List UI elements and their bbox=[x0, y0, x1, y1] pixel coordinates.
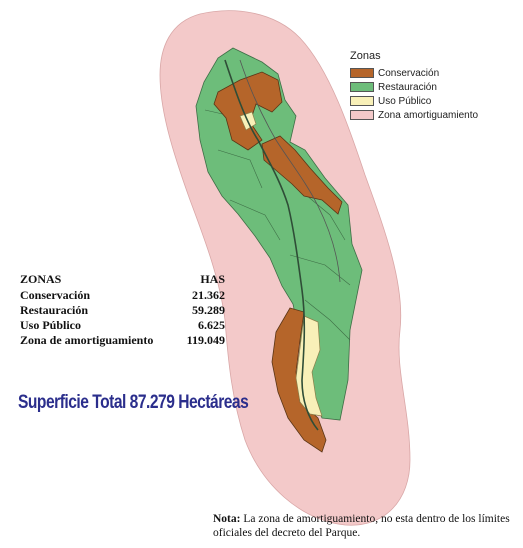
table-header: ZONAS HAS bbox=[20, 272, 225, 287]
row-value: 21.362 bbox=[192, 288, 225, 302]
conservation-zone-north bbox=[213, 71, 283, 151]
legend-label: Zona amortiguamiento bbox=[378, 109, 479, 121]
conservation-zone-areas bbox=[213, 71, 343, 453]
legend-item-public-use: Uso Público bbox=[350, 94, 520, 108]
legend-swatch-conservation bbox=[350, 68, 374, 78]
row-zone: Restauración bbox=[20, 303, 88, 317]
zone-area-table: ZONAS HAS Conservación 21.362 Restauraci… bbox=[20, 272, 225, 348]
conservation-zone-central bbox=[261, 135, 343, 215]
table-row: Conservación 21.362 bbox=[20, 288, 225, 303]
legend-item-restoration: Restauración bbox=[350, 80, 520, 94]
road-line bbox=[239, 59, 341, 283]
conservation-zone-south bbox=[271, 307, 327, 453]
legend-item-conservation: Conservación bbox=[350, 66, 520, 80]
table-row: Uso Público 6.625 bbox=[20, 318, 225, 333]
legend-swatch-buffer bbox=[350, 110, 374, 120]
table-row: Restauración 59.289 bbox=[20, 303, 225, 318]
legend-swatch-public-use bbox=[350, 96, 374, 106]
river-line bbox=[224, 59, 319, 431]
legend-item-buffer: Zona amortiguamiento bbox=[350, 108, 520, 122]
note-label: Nota: bbox=[213, 513, 241, 525]
legend-title: Zonas bbox=[350, 50, 381, 62]
row-value: 119.049 bbox=[186, 333, 225, 347]
map-legend: Zonas Conservación Restauración Uso Públ… bbox=[350, 50, 520, 122]
total-area-title: Superficie Total 87.279 Hectáreas bbox=[18, 392, 249, 413]
legend-swatch-restoration bbox=[350, 82, 374, 92]
header-value: HAS bbox=[200, 272, 225, 286]
footnote: Nota: La zona de amortiguamiento, no est… bbox=[213, 512, 513, 540]
row-zone: Zona de amortiguamiento bbox=[20, 333, 154, 347]
legend-label: Uso Público bbox=[378, 95, 432, 107]
header-zone: ZONAS bbox=[20, 272, 62, 286]
row-zone: Uso Público bbox=[20, 318, 82, 332]
table-row: Zona de amortiguamiento 119.049 bbox=[20, 333, 225, 348]
legend-label: Restauración bbox=[378, 81, 437, 93]
row-value: 59.289 bbox=[192, 303, 225, 317]
note-text: La zona de amortiguamiento, no esta dent… bbox=[213, 513, 510, 539]
legend-label: Conservación bbox=[378, 67, 440, 79]
row-zone: Conservación bbox=[20, 288, 90, 302]
row-value: 6.625 bbox=[198, 318, 225, 332]
